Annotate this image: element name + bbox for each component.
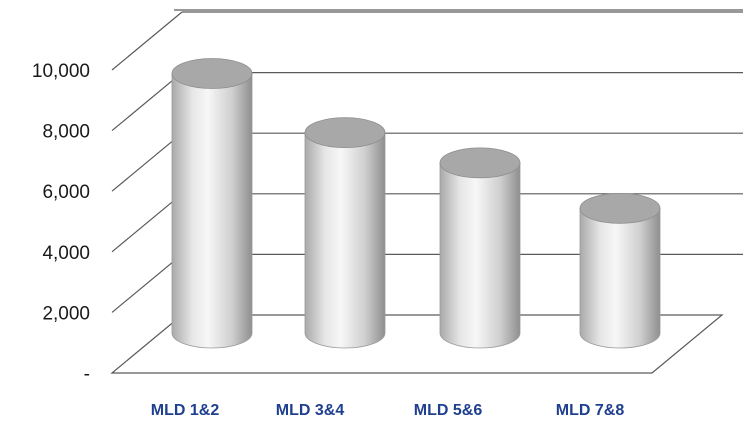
bar-top <box>579 192 661 224</box>
chart-floor <box>110 314 724 374</box>
gridline-side <box>111 132 183 192</box>
y-tick-label: 4,000 <box>42 243 90 264</box>
y-tick-label: 2,000 <box>42 303 90 324</box>
x-tick-label: MLD 1&2 <box>151 402 220 419</box>
bar-body <box>439 162 521 349</box>
y-axis-ticks: - 2,000 4,000 6,000 8,000 10,000 <box>32 61 90 385</box>
y-tick-label: 8,000 <box>42 122 90 143</box>
bar-body <box>579 207 661 349</box>
bars <box>171 58 661 349</box>
bar-body <box>171 73 253 349</box>
x-tick-label: MLD 3&4 <box>276 402 345 419</box>
bar-top <box>304 117 386 148</box>
gridline-side <box>111 72 183 132</box>
bar-top <box>171 58 253 89</box>
gridline-side <box>111 193 183 253</box>
bar-body <box>304 132 386 349</box>
gridlines <box>110 9 743 374</box>
x-tick-label: MLD 7&8 <box>556 402 625 419</box>
bar <box>579 192 661 349</box>
x-axis-ticks: MLD 1&2 MLD 3&4 MLD 5&6 MLD 7&8 <box>151 402 625 419</box>
bar <box>439 147 521 349</box>
x-tick-label: MLD 5&6 <box>414 402 483 419</box>
y-tick-label: 6,000 <box>42 182 90 203</box>
y-tick-label: 10,000 <box>32 61 90 82</box>
gridline-side <box>111 11 183 71</box>
bar-top <box>439 147 521 179</box>
y-tick-label: - <box>84 364 90 385</box>
gridline-side <box>111 253 183 313</box>
bar <box>304 117 386 349</box>
bar <box>171 58 253 349</box>
